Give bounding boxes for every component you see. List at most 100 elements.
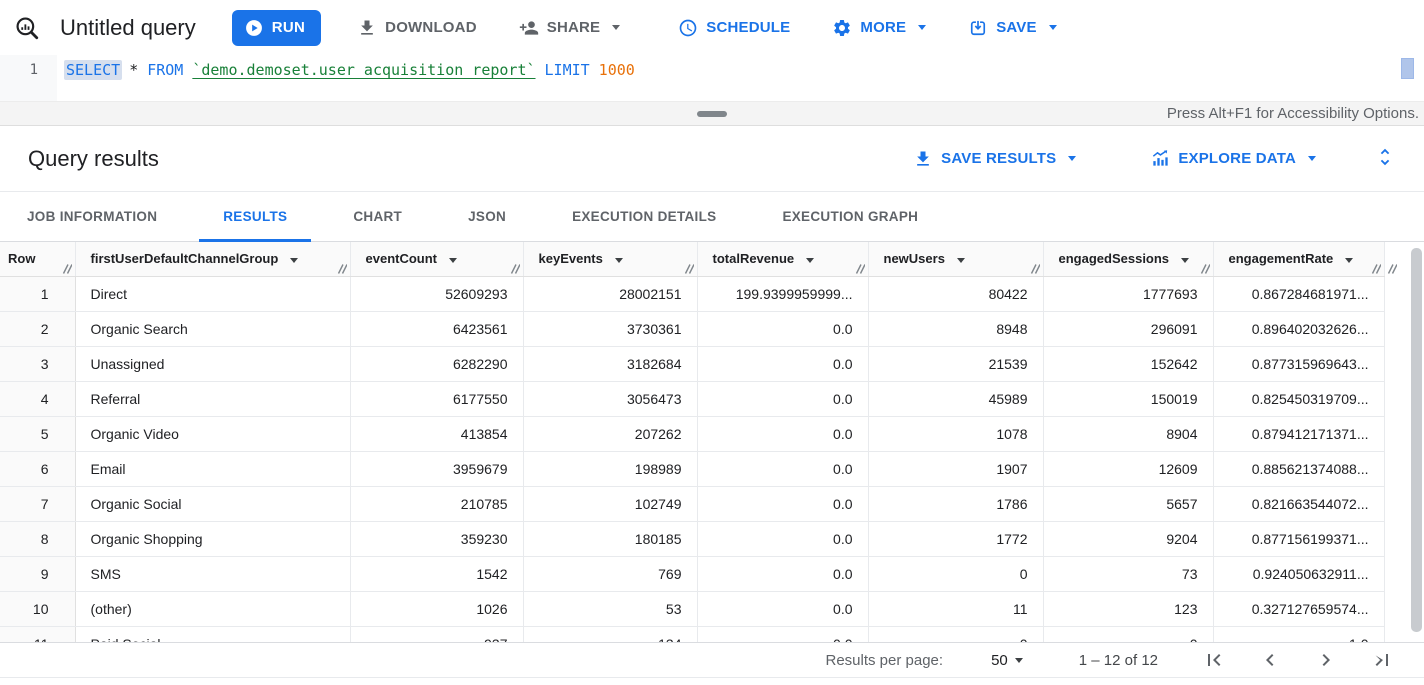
column-header-key-events[interactable]: keyEvents xyxy=(523,242,698,277)
key-events-cell: 198989 xyxy=(523,451,698,487)
collapse-results-button[interactable] xyxy=(1374,146,1396,171)
engagement-rate-cell: 0.924050632911... xyxy=(1213,556,1385,592)
sort-menu-icon[interactable] xyxy=(449,258,457,264)
column-resize-grip[interactable] xyxy=(1200,263,1210,274)
results-title: Query results xyxy=(28,145,159,171)
channel-group-cell: Unassigned xyxy=(75,346,351,382)
column-header-total-revenue[interactable]: totalRevenue xyxy=(697,242,869,277)
sql-limit-value: 1000 xyxy=(598,61,635,79)
channel-group-cell: Email xyxy=(75,451,351,487)
person-add-icon xyxy=(519,20,538,35)
column-resize-grip[interactable] xyxy=(855,263,865,274)
total-revenue-cell: 0.0 xyxy=(697,626,869,642)
previous-page-button[interactable] xyxy=(1258,648,1282,672)
tab-job-information[interactable]: JOB INFORMATION xyxy=(27,209,158,224)
chevron-down-icon xyxy=(612,25,621,30)
page-range: 1 – 12 of 12 xyxy=(1078,651,1158,669)
event-count-cell: 52609293 xyxy=(350,276,524,312)
more-button[interactable]: MORE xyxy=(826,17,932,39)
key-events-cell: 3182684 xyxy=(523,346,698,382)
engagement-rate-cell: 0.877315969643... xyxy=(1213,346,1385,382)
table-row: 8 Organic Shopping 359230 180185 0.0 177… xyxy=(0,521,1424,557)
total-revenue-cell: 0.0 xyxy=(697,486,869,522)
column-header-event-count[interactable]: eventCount xyxy=(350,242,524,277)
sort-menu-icon[interactable] xyxy=(1181,258,1190,264)
chevron-down-icon xyxy=(1014,657,1023,663)
share-button[interactable]: SHARE xyxy=(513,17,627,39)
channel-group-cell: Direct xyxy=(75,276,351,312)
table-scrollbar-thumb[interactable] xyxy=(1411,248,1422,632)
tab-chart[interactable]: CHART xyxy=(353,209,403,224)
tab-execution-graph[interactable]: EXECUTION GRAPH xyxy=(782,209,919,224)
key-events-cell: 180185 xyxy=(523,521,698,557)
sql-keyword-from: FROM xyxy=(147,61,184,79)
first-page-button[interactable] xyxy=(1202,648,1226,672)
tab-execution-details[interactable]: EXECUTION DETAILS xyxy=(572,209,717,224)
column-resize-grip[interactable] xyxy=(1387,264,1397,274)
sort-menu-icon[interactable] xyxy=(614,258,623,264)
chevron-down-icon xyxy=(1048,25,1057,30)
table-row: 6 Email 3959679 198989 0.0 1907 12609 0.… xyxy=(0,451,1424,487)
engaged-sessions-cell: 8904 xyxy=(1043,416,1214,452)
channel-group-cell: SMS xyxy=(75,556,351,592)
column-header-engagement-rate[interactable]: engagementRate xyxy=(1213,242,1385,277)
save-icon xyxy=(971,20,986,35)
engaged-sessions-cell: 123 xyxy=(1043,591,1214,627)
total-revenue-cell: 0.0 xyxy=(697,346,869,382)
row-number-cell: 6 xyxy=(0,451,76,487)
column-resize-grip[interactable] xyxy=(337,263,347,274)
editor-scrollbar-thumb[interactable] xyxy=(1401,58,1414,79)
new-users-cell: 0 xyxy=(868,556,1044,592)
column-header-engaged-sessions[interactable]: engagedSessions xyxy=(1043,242,1214,277)
splitter-drag-handle[interactable] xyxy=(697,111,727,117)
last-page-button[interactable] xyxy=(1370,648,1394,672)
save-results-button[interactable]: SAVE RESULTS xyxy=(907,148,1082,170)
sql-code-line[interactable]: SELECT * FROM `demo.demoset.user_acquisitio… xyxy=(64,55,635,101)
sort-menu-icon[interactable] xyxy=(956,258,965,264)
column-resize-grip[interactable] xyxy=(510,263,520,274)
column-resize-grip[interactable] xyxy=(62,263,72,274)
sort-menu-icon[interactable] xyxy=(290,258,299,264)
download-icon xyxy=(361,20,373,35)
column-resize-grip[interactable] xyxy=(684,263,694,274)
event-count-cell: 6282290 xyxy=(350,346,524,382)
sql-table-reference-link[interactable]: `demo.demoset.user_acquisition_report` xyxy=(192,61,536,79)
channel-group-cell: Organic Shopping xyxy=(75,521,351,557)
save-button[interactable]: SAVE xyxy=(962,17,1063,39)
line-number-gutter: 1 xyxy=(0,55,57,101)
schedule-button[interactable]: SCHEDULE xyxy=(672,17,796,39)
table-row: 5 Organic Video 413854 207262 0.0 1078 8… xyxy=(0,416,1424,452)
key-events-cell: 207262 xyxy=(523,416,698,452)
channel-group-cell: Referral xyxy=(75,381,351,417)
tab-results[interactable]: RESULTS xyxy=(199,192,312,242)
sort-menu-icon[interactable] xyxy=(806,258,815,264)
table-row: 2 Organic Search 6423561 3730361 0.0 894… xyxy=(0,311,1424,347)
engaged-sessions-cell: 150019 xyxy=(1043,381,1214,417)
explore-data-button[interactable]: EXPLORE DATA xyxy=(1144,148,1322,170)
key-events-cell: 769 xyxy=(523,556,698,592)
next-page-button[interactable] xyxy=(1314,648,1338,672)
run-button[interactable]: RUN xyxy=(231,9,322,46)
key-events-cell: 3056473 xyxy=(523,381,698,417)
download-button[interactable]: DOWNLOAD xyxy=(351,17,483,39)
tab-json[interactable]: JSON xyxy=(468,209,507,224)
column-resize-grip[interactable] xyxy=(1371,263,1381,274)
engagement-rate-cell: 0.867284681971... xyxy=(1213,276,1385,312)
chevron-right-icon xyxy=(1322,654,1330,666)
results-tabs: JOB INFORMATION RESULTS CHART JSON EXECU… xyxy=(0,191,1424,242)
total-revenue-cell: 0.0 xyxy=(697,556,869,592)
table-row: 11 Paid Social 937 134 0.0 0 0 1.0 xyxy=(0,626,1424,642)
new-users-cell: 8948 xyxy=(868,311,1044,347)
column-header-new-users[interactable]: newUsers xyxy=(868,242,1044,277)
sql-editor[interactable]: 1 SELECT * FROM `demo.demoset.user_acquisit… xyxy=(0,55,1424,101)
page-size-dropdown[interactable]: 50 xyxy=(991,652,1023,669)
chevron-down-icon xyxy=(1068,156,1077,161)
row-number-cell: 8 xyxy=(0,521,76,557)
column-header-channel-group[interactable]: firstUserDefaultChannelGroup xyxy=(75,242,351,277)
engaged-sessions-cell: 296091 xyxy=(1043,311,1214,347)
key-events-cell: 28002151 xyxy=(523,276,698,312)
sort-menu-icon[interactable] xyxy=(1345,258,1354,264)
event-count-cell: 6177550 xyxy=(350,381,524,417)
column-resize-grip[interactable] xyxy=(1030,263,1040,274)
event-count-cell: 1026 xyxy=(350,591,524,627)
